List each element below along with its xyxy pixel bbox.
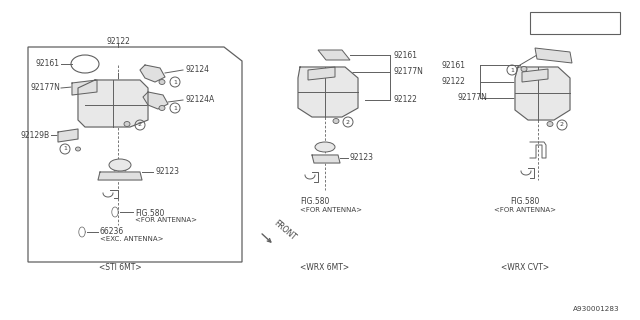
Text: 92123: 92123 (155, 167, 179, 177)
Ellipse shape (109, 159, 131, 171)
Polygon shape (98, 172, 142, 180)
Text: 92177N: 92177N (458, 92, 488, 101)
Text: 66236: 66236 (100, 228, 124, 236)
Polygon shape (318, 50, 350, 60)
Text: FIG.580: FIG.580 (300, 197, 330, 206)
Text: <FOR ANTENNA>: <FOR ANTENNA> (300, 207, 362, 213)
Text: 92124A: 92124A (185, 95, 214, 105)
Text: FIG.580: FIG.580 (135, 209, 164, 218)
Text: 92122: 92122 (442, 77, 466, 86)
Ellipse shape (547, 122, 553, 126)
Ellipse shape (315, 142, 335, 152)
Polygon shape (308, 67, 335, 80)
Text: <FOR ANTENNA>: <FOR ANTENNA> (494, 207, 556, 213)
Text: 1: 1 (510, 68, 514, 73)
Text: 1: 1 (173, 106, 177, 110)
Polygon shape (78, 80, 148, 127)
Text: 92124: 92124 (185, 66, 209, 75)
Polygon shape (515, 67, 570, 120)
Text: FRONT: FRONT (272, 218, 298, 242)
Text: 2: 2 (536, 26, 540, 31)
Text: 1: 1 (173, 79, 177, 84)
Text: 92129B: 92129B (21, 131, 50, 140)
Text: <WRX CVT>: <WRX CVT> (501, 263, 549, 273)
Polygon shape (72, 80, 97, 95)
Text: Q500031: Q500031 (549, 14, 582, 20)
Text: FIG.580: FIG.580 (510, 197, 540, 206)
Ellipse shape (76, 147, 81, 151)
Text: 92177N: 92177N (393, 68, 423, 76)
Text: 92161: 92161 (442, 60, 466, 69)
Bar (530, 12, 620, 34)
Text: 2: 2 (560, 123, 564, 127)
Text: W130092: W130092 (549, 26, 584, 31)
Text: 92177N: 92177N (30, 84, 60, 92)
Text: 1: 1 (63, 147, 67, 151)
Text: 1: 1 (536, 15, 540, 20)
Text: 2: 2 (138, 123, 142, 127)
Text: 92123: 92123 (350, 154, 374, 163)
Polygon shape (312, 155, 340, 163)
Text: 92161: 92161 (393, 51, 417, 60)
Text: 92122: 92122 (106, 36, 130, 45)
Polygon shape (535, 48, 572, 63)
Polygon shape (298, 67, 358, 117)
Text: <WRX 6MT>: <WRX 6MT> (300, 263, 349, 273)
Text: A930001283: A930001283 (573, 306, 620, 312)
Polygon shape (522, 69, 548, 82)
Polygon shape (58, 129, 78, 142)
Polygon shape (143, 92, 168, 109)
Text: <EXC. ANTENNA>: <EXC. ANTENNA> (100, 236, 163, 242)
Polygon shape (140, 65, 165, 82)
Text: <FOR ANTENNA>: <FOR ANTENNA> (135, 217, 197, 223)
Text: 92161: 92161 (36, 60, 60, 68)
Ellipse shape (333, 118, 339, 124)
Ellipse shape (124, 122, 130, 126)
Ellipse shape (159, 79, 165, 84)
Text: 2: 2 (346, 119, 350, 124)
Text: <STI 6MT>: <STI 6MT> (99, 263, 141, 273)
Ellipse shape (159, 106, 165, 110)
Text: 92122: 92122 (393, 95, 417, 105)
Ellipse shape (521, 67, 527, 71)
